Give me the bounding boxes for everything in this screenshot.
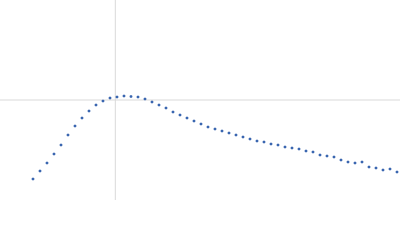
point	[318, 153, 322, 157]
point	[115, 95, 119, 99]
point	[185, 116, 189, 120]
point	[290, 146, 294, 150]
point	[276, 143, 280, 147]
point	[66, 133, 70, 137]
point	[87, 109, 91, 113]
point	[234, 133, 238, 137]
point	[241, 135, 245, 139]
chart	[0, 0, 400, 200]
point	[339, 158, 343, 162]
point	[255, 139, 259, 143]
point	[143, 97, 147, 101]
point	[206, 125, 210, 129]
point	[220, 129, 224, 133]
point	[297, 147, 301, 151]
point	[332, 155, 336, 159]
point	[213, 127, 217, 131]
point	[360, 160, 364, 164]
point	[38, 169, 42, 173]
point	[157, 103, 161, 107]
point	[80, 116, 84, 120]
point	[227, 131, 231, 135]
point	[304, 149, 308, 153]
point	[367, 165, 371, 169]
point	[199, 122, 203, 126]
point	[269, 142, 273, 146]
point	[94, 103, 98, 107]
point	[388, 167, 392, 171]
point	[178, 113, 182, 117]
point	[59, 143, 63, 147]
point	[101, 99, 105, 103]
point	[353, 161, 357, 165]
point	[283, 145, 287, 149]
point	[52, 152, 56, 156]
point	[73, 124, 77, 128]
point	[150, 100, 154, 104]
point	[311, 150, 315, 154]
point	[346, 160, 350, 164]
point	[45, 161, 49, 165]
point	[171, 110, 175, 114]
point	[381, 168, 385, 172]
point	[192, 119, 196, 123]
point	[262, 140, 266, 144]
point	[374, 166, 378, 170]
point	[395, 170, 399, 174]
point	[325, 154, 329, 158]
point	[122, 94, 126, 98]
point	[31, 177, 35, 181]
point	[136, 95, 140, 99]
point	[164, 106, 168, 110]
point	[129, 95, 133, 98]
point	[248, 137, 252, 141]
point	[108, 96, 112, 100]
